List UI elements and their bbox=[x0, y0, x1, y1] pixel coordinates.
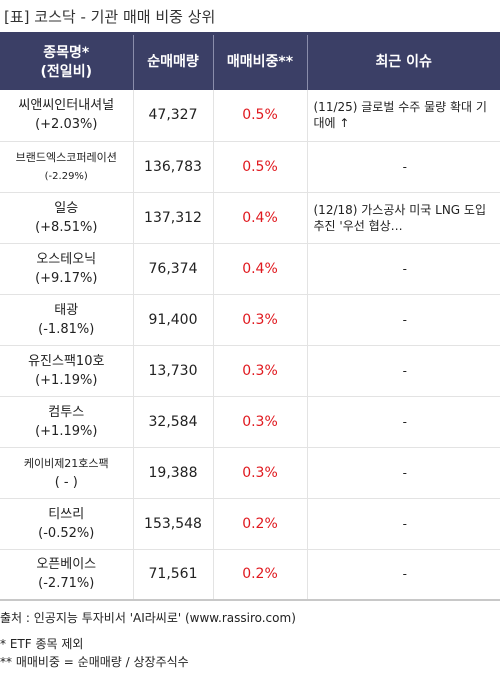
stock-name-cell: 유진스팩10호 (+1.19%) bbox=[0, 345, 133, 397]
recent-issue-cell: - bbox=[306, 498, 500, 550]
footnote-ratio: ** 매매비중 = 순매매량 / 상장주식수 bbox=[0, 655, 189, 669]
stock-name: 티쓰리 bbox=[48, 506, 85, 522]
header-recent-issue: 최근 이슈 bbox=[306, 35, 500, 90]
stock-name-cell: 케이비제21호스팩 ( - ) bbox=[0, 447, 133, 499]
recent-issue-cell: - bbox=[306, 447, 500, 499]
table-row: 일승 (+8.51%) 137,312 0.4% (12/18) 가스공사 미국 LNG… bbox=[0, 192, 500, 244]
stock-name-cell: 씨앤씨인터내셔널 (+2.03%) bbox=[0, 90, 133, 142]
table-title: [표] 코스닥 - 기관 매매 비중 상위 bbox=[4, 8, 216, 26]
recent-issue-cell: - bbox=[306, 345, 500, 397]
header-net-volume: 순매매량 bbox=[132, 35, 213, 90]
recent-issue: - bbox=[402, 465, 407, 480]
trade-ratio: 0.3% bbox=[212, 345, 307, 397]
stock-name-cell: 브랜드엑스코퍼레이션 (-2.29%) bbox=[0, 141, 133, 193]
table-row: 케이비제21호스팩 ( - ) 19,388 0.3% - bbox=[0, 447, 500, 499]
trade-ratio: 0.3% bbox=[212, 447, 307, 499]
price-change: (+1.19%) bbox=[35, 372, 98, 388]
title-divider bbox=[0, 32, 500, 35]
recent-issue: (11/25) 글로벌 수주 물량 확대 기대에 ↑ bbox=[313, 100, 487, 131]
price-change: (+8.51%) bbox=[35, 219, 98, 235]
recent-issue: - bbox=[402, 159, 407, 174]
net-volume: 19,388 bbox=[132, 447, 213, 499]
stock-name-cell: 컴투스 (+1.19%) bbox=[0, 396, 133, 448]
net-volume: 91,400 bbox=[132, 294, 213, 346]
price-change: (+2.03%) bbox=[35, 117, 98, 133]
price-change: (-2.71%) bbox=[38, 576, 95, 592]
stock-name-cell: 태광 (-1.81%) bbox=[0, 294, 133, 346]
table-row: 컴투스 (+1.19%) 32,584 0.3% - bbox=[0, 396, 500, 448]
recent-issue-cell: - bbox=[306, 141, 500, 193]
net-volume: 136,783 bbox=[132, 141, 213, 193]
header-stock-name: 종목명* (전일비) bbox=[0, 35, 133, 90]
trade-ratio: 0.2% bbox=[212, 549, 307, 601]
trade-ratio: 0.2% bbox=[212, 498, 307, 550]
recent-issue: - bbox=[402, 567, 407, 582]
trade-ratio: 0.4% bbox=[212, 192, 307, 244]
recent-issue: - bbox=[402, 516, 407, 531]
net-volume: 13,730 bbox=[132, 345, 213, 397]
recent-issue-cell: - bbox=[306, 294, 500, 346]
table-row: 유진스팩10호 (+1.19%) 13,730 0.3% - bbox=[0, 345, 500, 397]
price-change: (+9.17%) bbox=[35, 270, 98, 286]
net-volume: 32,584 bbox=[132, 396, 213, 448]
recent-issue: (12/18) 가스공사 미국 LNG 도입 추진 '우선 협상… bbox=[313, 202, 487, 233]
source-note: 출처 : 인공지능 투자비서 'AI라씨로' (www.rassiro.com) bbox=[0, 611, 296, 625]
recent-issue-cell: - bbox=[306, 243, 500, 295]
recent-issue-cell: - bbox=[306, 396, 500, 448]
net-volume: 153,548 bbox=[132, 498, 213, 550]
table-row: 태광 (-1.81%) 91,400 0.3% - bbox=[0, 294, 500, 346]
stock-name: 일승 bbox=[54, 200, 79, 216]
stock-name-cell: 오스테오닉 (+9.17%) bbox=[0, 243, 133, 295]
price-change: (-2.29%) bbox=[44, 170, 88, 182]
recent-issue-cell: (11/25) 글로벌 수주 물량 확대 기대에 ↑ bbox=[306, 90, 500, 142]
trade-ratio: 0.5% bbox=[212, 90, 307, 142]
recent-issue: - bbox=[402, 363, 407, 378]
table-row: 씨앤씨인터내셔널 (+2.03%) 47,327 0.5% (11/25) 글로벌 수주… bbox=[0, 90, 500, 142]
stock-name: 씨앤씨인터내셔널 bbox=[18, 98, 115, 114]
trade-ratio: 0.4% bbox=[212, 243, 307, 295]
net-volume: 137,312 bbox=[132, 192, 213, 244]
net-volume: 71,561 bbox=[132, 549, 213, 601]
trade-ratio: 0.5% bbox=[212, 141, 307, 193]
stock-name-cell: 일승 (+8.51%) bbox=[0, 192, 133, 244]
recent-issue-cell: (12/18) 가스공사 미국 LNG 도입 추진 '우선 협상… bbox=[306, 192, 500, 244]
stock-name: 오픈베이스 bbox=[36, 557, 97, 573]
trade-ratio: 0.3% bbox=[212, 396, 307, 448]
stock-name-cell: 오픈베이스 (-2.71%) bbox=[0, 549, 133, 601]
net-volume: 76,374 bbox=[132, 243, 213, 295]
stock-name: 유진스팩10호 bbox=[28, 353, 105, 369]
recent-issue: - bbox=[402, 261, 407, 276]
stock-name: 오스테오닉 bbox=[36, 251, 97, 267]
stock-name: 케이비제21호스팩 bbox=[23, 456, 109, 470]
stock-name: 태광 bbox=[54, 302, 79, 318]
price-change: (+1.19%) bbox=[35, 423, 98, 439]
header-trade-ratio: 매매비중** bbox=[212, 35, 307, 90]
price-change: ( - ) bbox=[54, 474, 78, 490]
stock-name: 브랜드엑스코퍼레이션 bbox=[15, 150, 117, 164]
stock-name-cell: 티쓰리 (-0.52%) bbox=[0, 498, 133, 550]
recent-issue: - bbox=[402, 312, 407, 327]
table-header-row: 종목명* (전일비) 순매매량 매매비중** 최근 이슈 bbox=[0, 35, 500, 90]
table-row: 티쓰리 (-0.52%) 153,548 0.2% - bbox=[0, 498, 500, 550]
trade-ratio: 0.3% bbox=[212, 294, 307, 346]
net-volume: 47,327 bbox=[132, 90, 213, 142]
stock-name: 컴투스 bbox=[48, 404, 85, 420]
table-row: 오픈베이스 (-2.71%) 71,561 0.2% - bbox=[0, 549, 500, 601]
table-row: 오스테오닉 (+9.17%) 76,374 0.4% - bbox=[0, 243, 500, 295]
footnote-etf: * ETF 종목 제외 bbox=[0, 637, 84, 651]
table-row: 브랜드엑스코퍼레이션 (-2.29%) 136,783 0.5% - bbox=[0, 141, 500, 193]
institution-trading-table: 종목명* (전일비) 순매매량 매매비중** 최근 이슈 씨앤씨인터내셔널 (+2… bbox=[0, 35, 500, 601]
price-change: (-0.52%) bbox=[38, 525, 95, 541]
recent-issue-cell: - bbox=[306, 549, 500, 601]
recent-issue: - bbox=[402, 414, 407, 429]
price-change: (-1.81%) bbox=[38, 321, 95, 337]
